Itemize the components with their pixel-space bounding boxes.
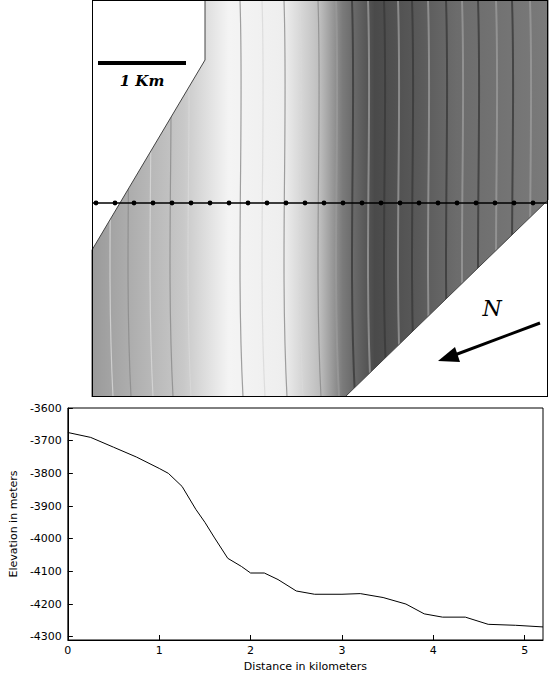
svg-text:5: 5 [521, 644, 528, 657]
svg-text:-4200: -4200 [30, 598, 62, 611]
svg-text:0: 0 [64, 644, 71, 657]
svg-text:1: 1 [156, 644, 163, 657]
svg-text:-3900: -3900 [30, 500, 62, 513]
svg-text:-4000: -4000 [30, 532, 62, 545]
svg-text:-3600: -3600 [30, 402, 62, 415]
svg-text:3: 3 [338, 644, 345, 657]
svg-text:1 Km: 1 Km [120, 72, 165, 90]
svg-text:4: 4 [430, 644, 437, 657]
svg-text:-4100: -4100 [30, 565, 62, 578]
svg-text:Distance in kilometers: Distance in kilometers [244, 660, 367, 673]
svg-text:2: 2 [247, 644, 254, 657]
svg-text:Elevation in meters: Elevation in meters [7, 470, 20, 577]
svg-text:-3700: -3700 [30, 434, 62, 447]
svg-text:N: N [481, 296, 502, 321]
svg-text:-3800: -3800 [30, 467, 62, 480]
svg-text:-4300: -4300 [30, 630, 62, 643]
